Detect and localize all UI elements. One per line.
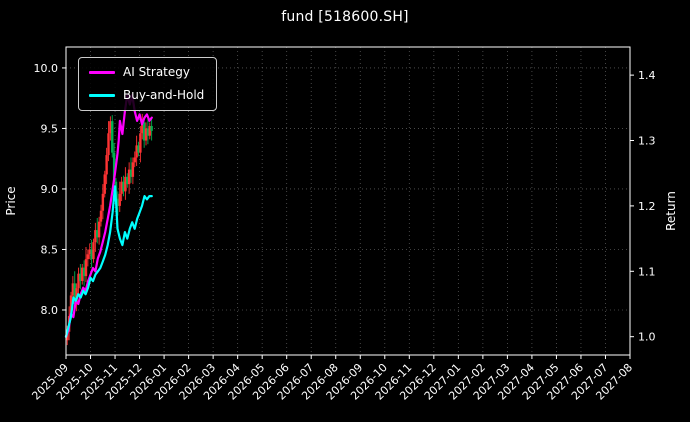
candle-body (84, 259, 88, 277)
price-tick-label: 8.0 (41, 304, 59, 317)
candle-body (111, 121, 114, 153)
chart-title: fund [518600.SH] (281, 9, 409, 25)
ai-strategy-line (64, 93, 153, 338)
candle-body (129, 169, 133, 177)
price-axis-label: Price (4, 186, 18, 215)
candle-body (133, 157, 136, 163)
price-tick-label: 8.5 (41, 243, 59, 256)
candle-body (118, 193, 121, 206)
candle-body (131, 162, 135, 177)
legend[interactable]: AI Strategy Buy-and-Hold (78, 57, 218, 111)
ai-strategy-swatch (89, 70, 115, 74)
return-tick-label: 1.0 (638, 331, 656, 344)
candle-body (139, 133, 142, 153)
candle-body (96, 230, 99, 238)
legend-item-buy-and-hold: Buy-and-Hold (89, 88, 204, 102)
candle-body (82, 267, 86, 277)
candle-body (146, 128, 150, 136)
candle-body (109, 121, 112, 134)
candle-body (107, 133, 110, 156)
return-tick-label: 1.4 (638, 69, 656, 82)
candle-body (142, 122, 146, 141)
candle-body (88, 249, 91, 255)
candle-body (81, 267, 84, 281)
candle-body (144, 128, 148, 141)
buy-and-hold-swatch (89, 93, 115, 97)
candle-body (137, 145, 140, 153)
legend-label-buy-and-hold: Buy-and-Hold (123, 88, 205, 102)
candle-body (69, 295, 73, 317)
candle-body (116, 198, 120, 206)
price-tick-label: 9.5 (41, 122, 59, 135)
candle-body (148, 126, 151, 136)
candle-body (101, 193, 105, 211)
candle-body (112, 152, 116, 182)
candle-body (86, 254, 90, 260)
candle-body (103, 174, 106, 194)
candle-body (79, 273, 82, 281)
candle-body (126, 176, 129, 185)
candle-body (122, 181, 125, 192)
candle-body (124, 176, 127, 192)
candle-body (94, 230, 97, 243)
legend-item-ai-strategy: AI Strategy (89, 65, 204, 79)
candle-body (92, 242, 95, 260)
candle-body (150, 126, 153, 131)
candle-body (141, 122, 144, 134)
return-tick-label: 1.1 (638, 265, 656, 278)
legend-label-ai-strategy: AI Strategy (123, 65, 190, 79)
candle-body (73, 283, 76, 304)
candle-body (120, 181, 123, 194)
candle-body (97, 221, 101, 238)
candle-body (105, 155, 108, 175)
return-tick-label: 1.2 (638, 200, 656, 213)
plot-border (65, 46, 631, 356)
price-tick-label: 10.0 (34, 62, 59, 75)
candle-body (127, 169, 131, 185)
gridlines (65, 47, 631, 355)
candle-body (77, 273, 80, 289)
candle-body (135, 145, 138, 158)
price-tick-label: 9.0 (41, 183, 59, 196)
buy-and-hold-line (64, 185, 153, 338)
return-tick-label: 1.3 (638, 135, 656, 148)
return-axis-label: Return (664, 191, 678, 231)
line-series (64, 93, 153, 338)
candle-body (71, 283, 75, 296)
candle-body (90, 249, 93, 260)
candle-body (99, 210, 103, 222)
